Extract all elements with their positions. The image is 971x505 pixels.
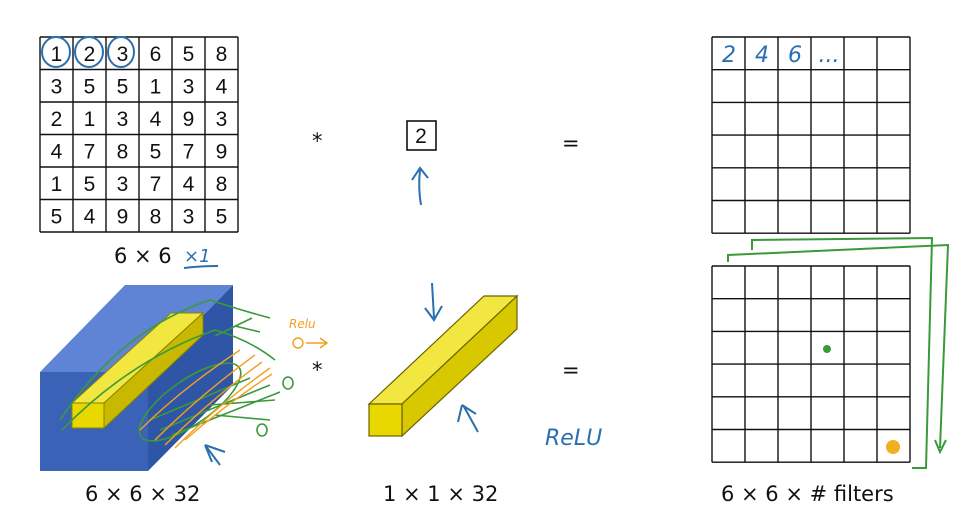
output-value-1: 2 xyxy=(722,43,736,68)
matrix-cell: 2 xyxy=(84,43,96,66)
matrix-cell: 8 xyxy=(216,173,228,196)
matrix-cell: 7 xyxy=(150,173,162,196)
matrix-cell: 5 xyxy=(84,76,96,99)
output-value-3: 6 xyxy=(788,43,802,68)
matrix-cell: 3 xyxy=(51,76,63,99)
matrix-cell: 8 xyxy=(150,206,162,229)
green-bracket-outline xyxy=(751,236,934,469)
matrix-cell: 7 xyxy=(84,141,96,164)
matrix-cell: 3 xyxy=(117,43,129,66)
matrix-cell: 5 xyxy=(117,76,129,99)
relu-note: ReLU xyxy=(545,426,602,451)
green-bracket-arrow xyxy=(727,243,950,455)
output-value-2: 4 xyxy=(755,43,769,68)
green-dot xyxy=(823,345,831,353)
matrix-cell: 4 xyxy=(150,108,162,131)
matrix-cell: 3 xyxy=(117,173,129,196)
matrix-cell: 4 xyxy=(183,173,195,196)
matrix-cell: 5 xyxy=(51,206,63,229)
equals-sign: = xyxy=(562,131,580,155)
matrix-cell: 4 xyxy=(51,141,63,164)
note-underline xyxy=(183,265,219,269)
matrix-cell: 5 xyxy=(84,173,96,196)
convolution-operator: * xyxy=(312,129,323,153)
relu-small-note: Relu xyxy=(289,317,316,331)
filter-size-label: 1 × 1 × 32 xyxy=(383,482,498,505)
orange-annotations xyxy=(139,337,329,449)
filter-volume xyxy=(367,294,519,438)
matrix-cell: 1 xyxy=(150,76,162,99)
output-volume-grid xyxy=(711,265,911,463)
orange-dot xyxy=(886,440,900,454)
output-matrix-grid xyxy=(711,36,911,234)
output-grid-2 xyxy=(711,265,911,463)
matrix-cell: 3 xyxy=(216,108,228,131)
filter-front-face xyxy=(368,403,403,437)
volume-top-face xyxy=(40,285,233,372)
matrix-cell: 4 xyxy=(84,206,96,229)
output-value-ellipsis: ... xyxy=(819,43,840,68)
matrix-cell: 1 xyxy=(51,43,63,66)
input-matrix-grid xyxy=(39,36,239,233)
input-size-label: 6 × 6 xyxy=(114,244,172,268)
arrow-down-icon xyxy=(424,282,443,322)
output-size-label: 6 × 6 × # filters xyxy=(721,482,894,505)
input-matrix: 1 2 3 6 5 83 5 5 1 3 42 1 3 4 9 34 7 8 5 7 91 5 3 7 4 85 4 9 8 3 5 xyxy=(39,36,239,233)
matrix-cell: 5 xyxy=(183,43,195,66)
filter-value: 2 xyxy=(415,125,427,148)
matrix-cell: 5 xyxy=(216,206,228,229)
arrow-up-icon xyxy=(411,166,429,206)
input-volume-label: 6 × 6 × 32 xyxy=(85,482,200,505)
matrix-cell: 3 xyxy=(183,76,195,99)
arrow-pointer-icon-2 xyxy=(457,404,479,433)
matrix-cell: 8 xyxy=(216,43,228,66)
matrix-cell: 7 xyxy=(183,141,195,164)
matrix-cell: 1 xyxy=(51,173,63,196)
matrix-cell: 1 xyxy=(84,108,96,131)
matrix-cell: 3 xyxy=(117,108,129,131)
input-volume xyxy=(40,285,233,471)
matrix-cell: 9 xyxy=(117,206,129,229)
matrix-cell: 9 xyxy=(183,108,195,131)
matrix-cell: 4 xyxy=(216,76,228,99)
matrix-cell: 9 xyxy=(216,141,228,164)
output-first-row: 2 4 6 ... xyxy=(722,43,839,68)
output-matrix: 2 4 6 ... xyxy=(711,36,911,234)
matrix-cell: 6 xyxy=(150,43,162,66)
input-matrix-values: 1 2 3 6 5 83 5 5 1 3 42 1 3 4 9 34 7 8 5 7 91 5 3 7 4 85 4 9 8 3 5 xyxy=(51,43,228,229)
convolution-operator-bottom: * xyxy=(312,358,323,382)
matrix-cell: 5 xyxy=(150,141,162,164)
matrix-cell: 2 xyxy=(51,108,63,131)
matrix-cell: 3 xyxy=(183,206,195,229)
highlight-circles xyxy=(41,36,135,68)
input-channel-note: ×1 xyxy=(184,246,211,267)
equals-sign-bottom: = xyxy=(562,358,580,382)
matrix-cell: 8 xyxy=(117,141,129,164)
filter-box xyxy=(406,120,437,151)
arrow-pointer-icon xyxy=(204,444,226,466)
